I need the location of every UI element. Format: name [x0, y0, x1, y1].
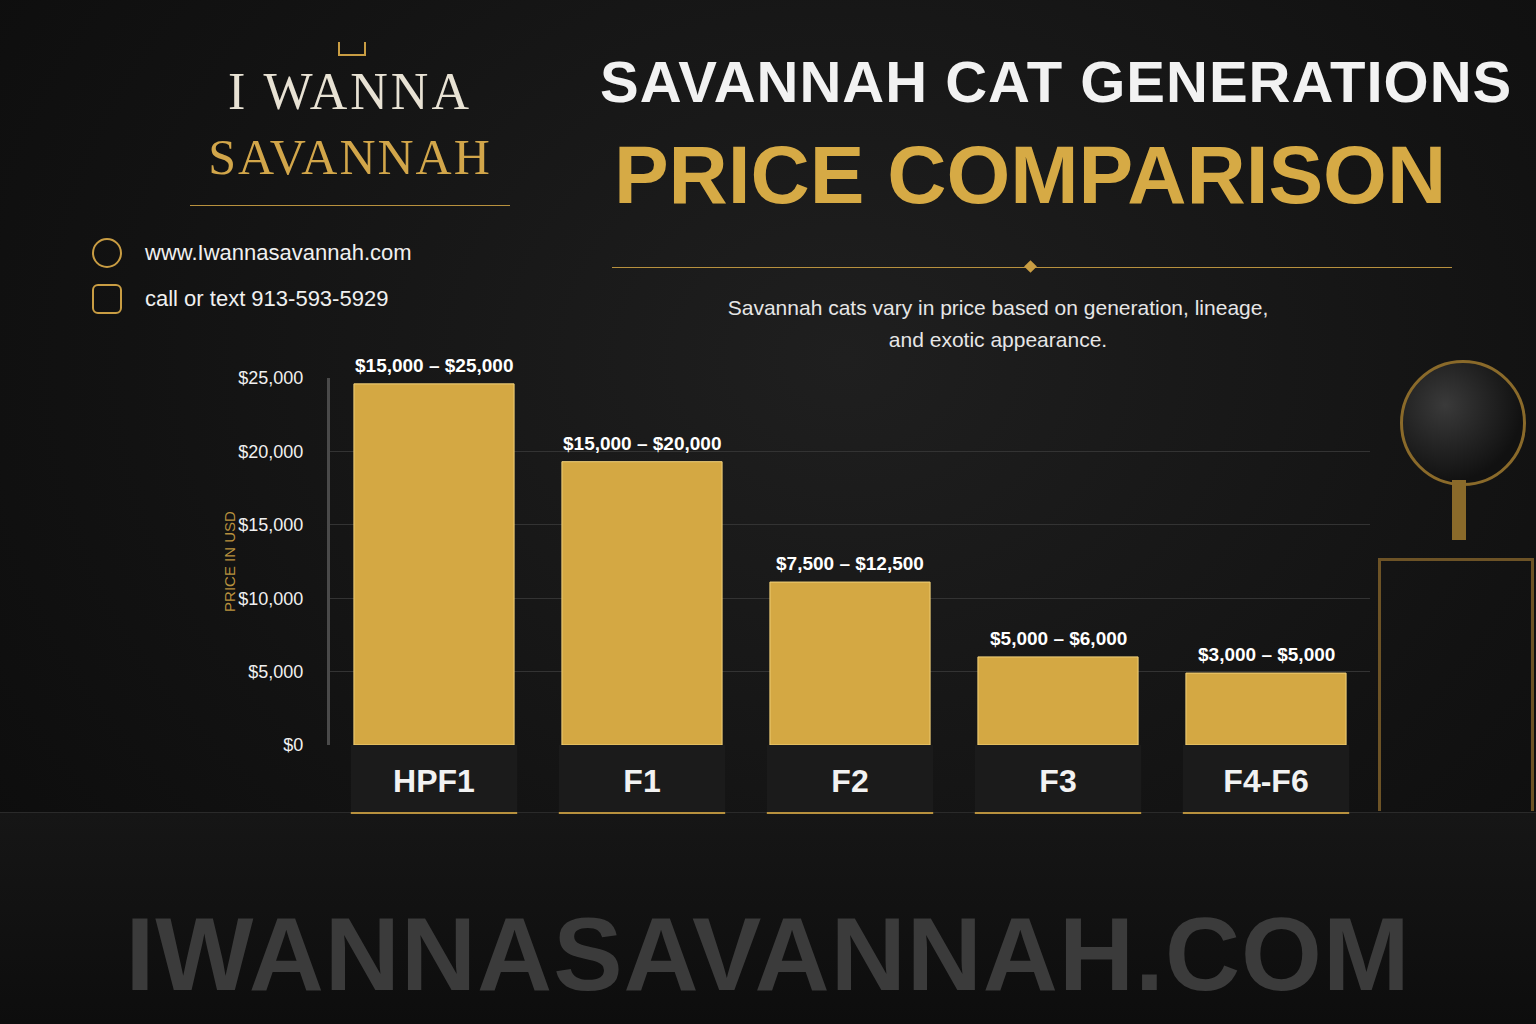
- svg-text:$3,000 – $5,000: $3,000 – $5,000: [1198, 644, 1335, 665]
- svg-text:$15,000: $15,000: [238, 515, 303, 535]
- svg-text:$5,000: $5,000: [248, 662, 303, 682]
- svg-text:PRICE IN USD: PRICE IN USD: [221, 511, 238, 612]
- html-text:I WANNA: I WANNA: [228, 63, 472, 120]
- svg-text:$10,000: $10,000: [238, 589, 303, 609]
- html-text:IWANNASAVANNAH.COM: IWANNASAVANNAH.COM: [125, 896, 1411, 1012]
- svg-text:HPF1: HPF1: [393, 763, 475, 799]
- html-text:Savannah cats vary in price ba: Savannah cats vary in price based on gen…: [727, 296, 1269, 351]
- svg-text:$20,000: $20,000: [238, 442, 303, 462]
- svg-text:F2: F2: [831, 763, 868, 799]
- html-text:call or text 913-593-5929: call or text 913-593-5929: [145, 286, 389, 311]
- svg-text:F3: F3: [1039, 763, 1076, 799]
- svg-text:$15,000 – $20,000: $15,000 – $20,000: [563, 433, 722, 454]
- svg-text:$25,000: $25,000: [238, 368, 303, 388]
- svg-text:$7,500 – $12,500: $7,500 – $12,500: [776, 553, 924, 574]
- svg-text:$0: $0: [283, 735, 303, 755]
- svg-text:F1: F1: [623, 763, 660, 799]
- html-text:PRICE COMPARISON: PRICE COMPARISON: [613, 129, 1447, 220]
- svg-text:$15,000 – $25,000: $15,000 – $25,000: [355, 355, 514, 376]
- html-text:www.Iwannasavannah.com: www.Iwannasavannah.com: [145, 240, 412, 265]
- html-text:SAVANNAH CAT GENERATIONS: SAVANNAH CAT GENERATIONS: [600, 49, 1513, 114]
- svg-text:F4-F6: F4-F6: [1223, 763, 1308, 799]
- svg-text:$5,000 – $6,000: $5,000 – $6,000: [990, 628, 1127, 649]
- html-text:SAVANNAH: SAVANNAH: [208, 129, 492, 185]
